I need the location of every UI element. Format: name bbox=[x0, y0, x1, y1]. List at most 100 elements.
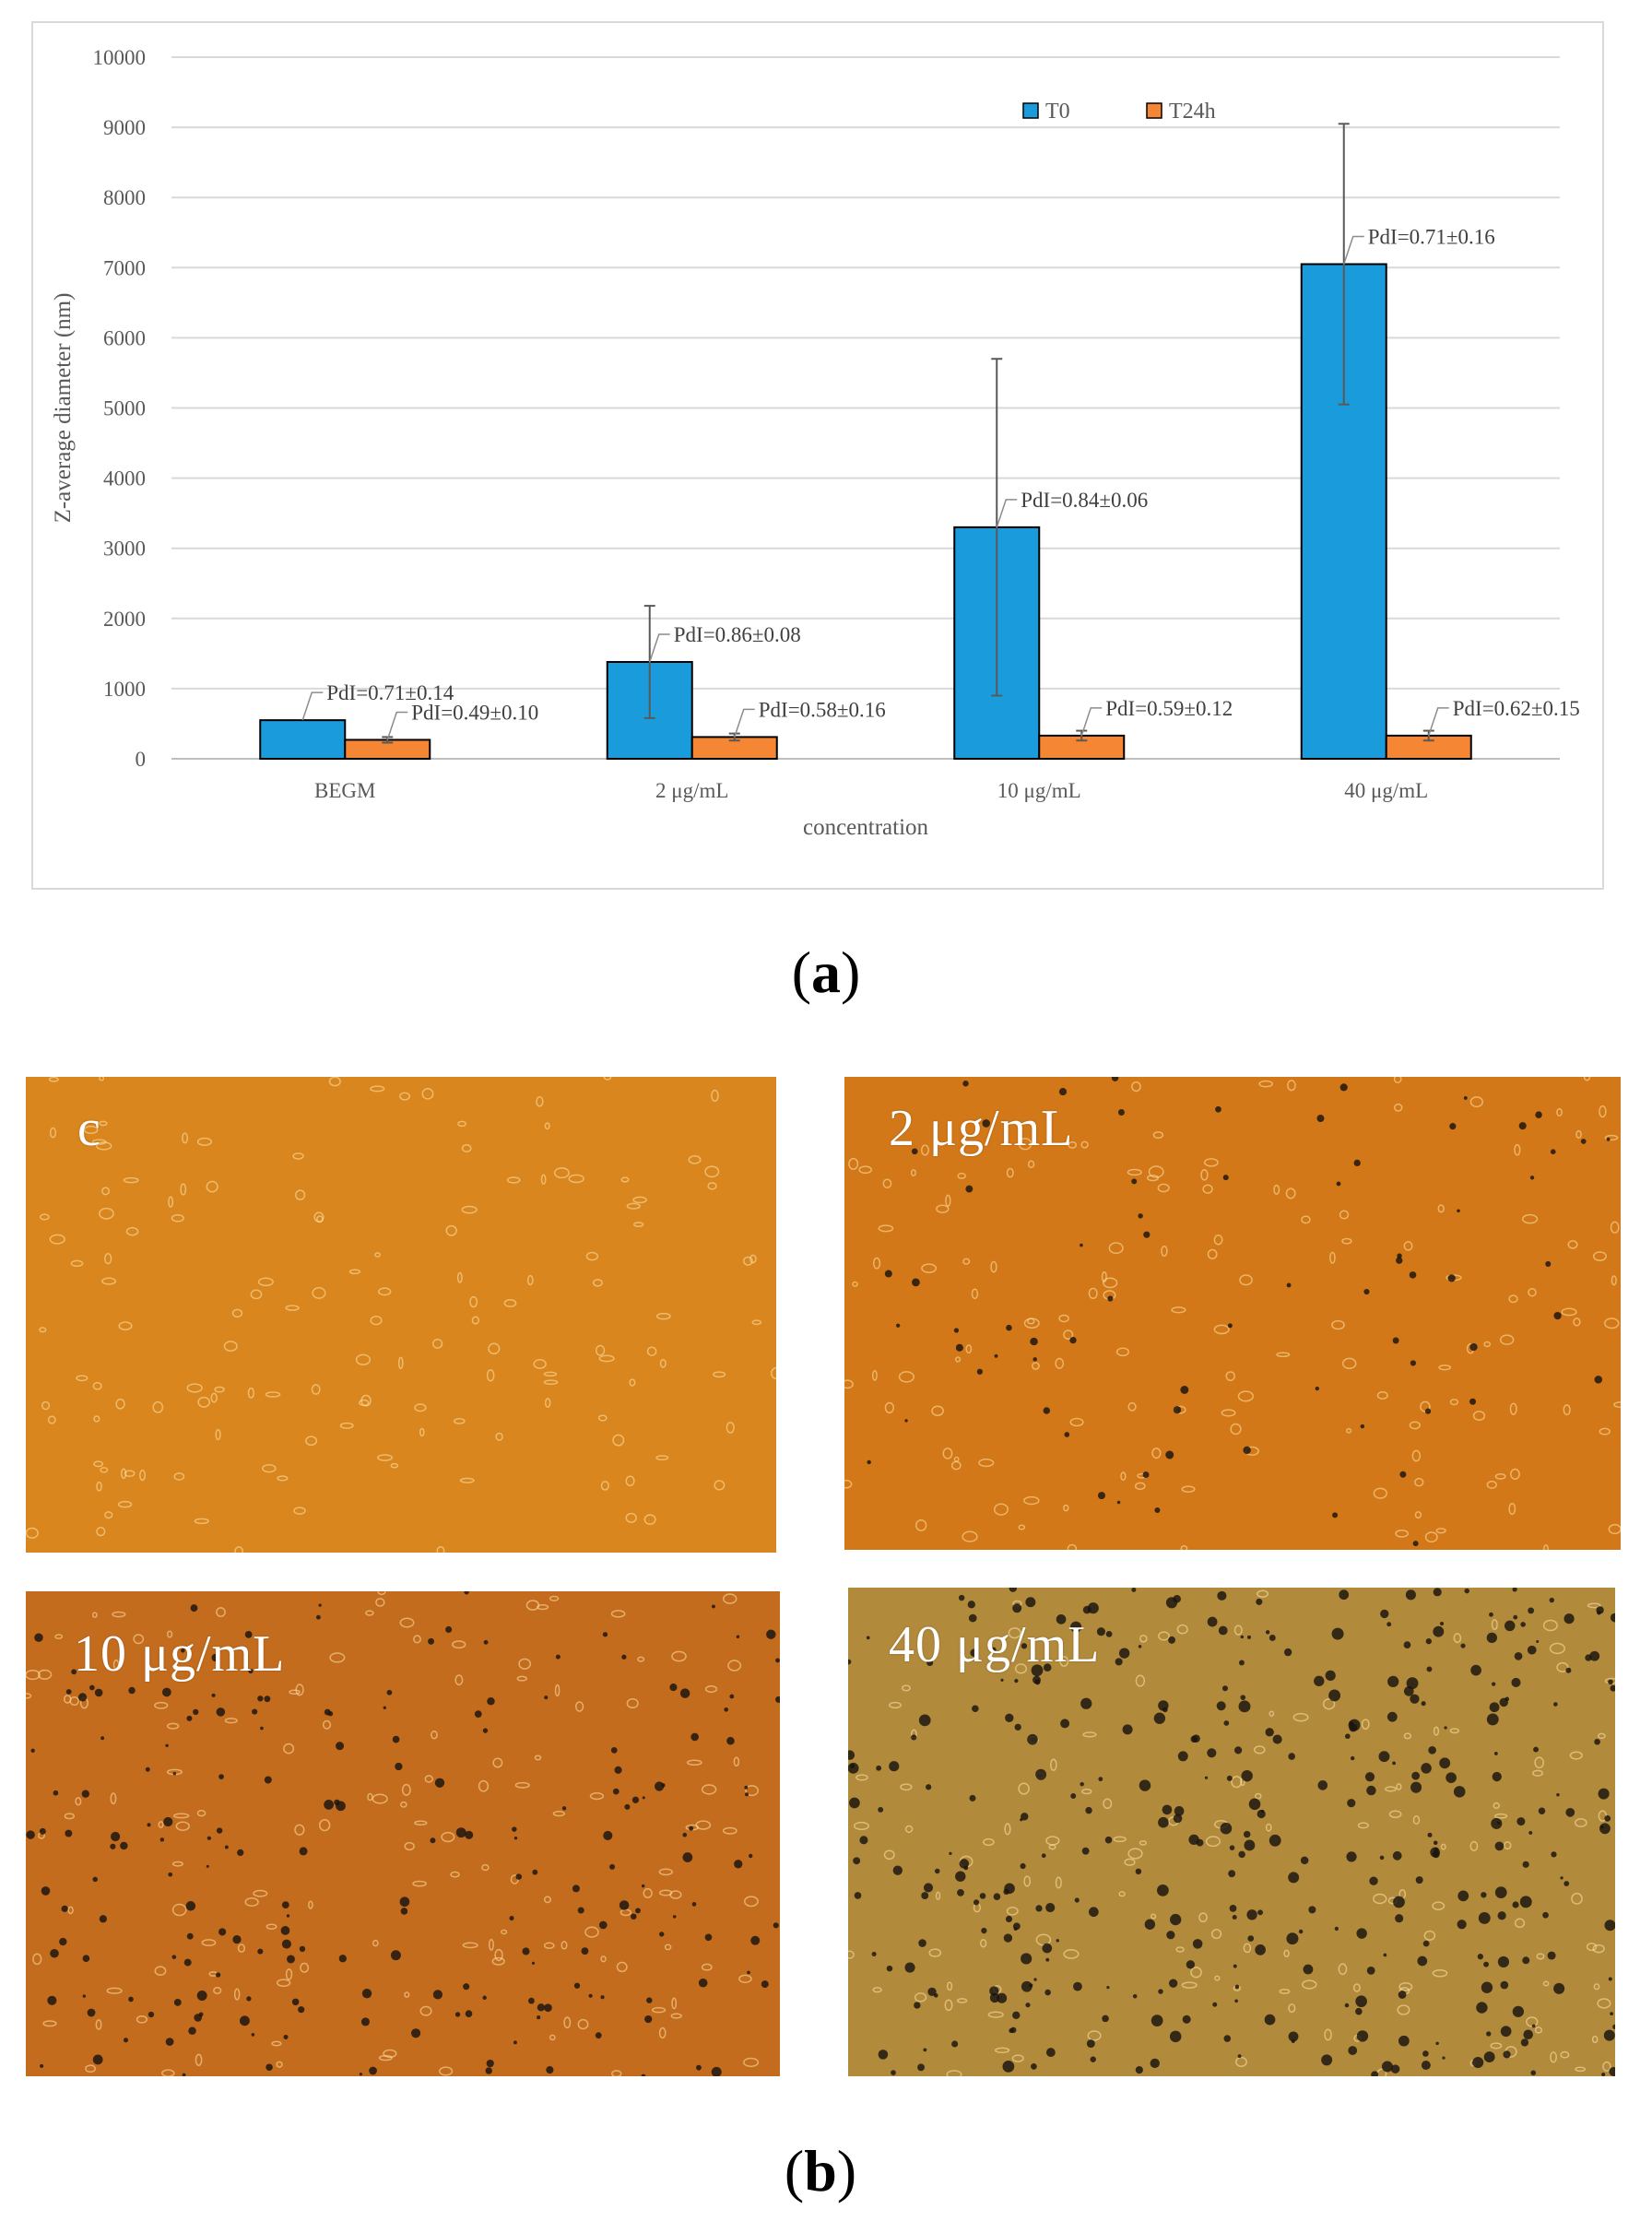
micrograph-speck bbox=[308, 1900, 313, 1909]
micrograph-speck bbox=[722, 1593, 738, 1604]
micrograph-speck bbox=[1356, 1928, 1367, 1939]
micrograph-speck bbox=[1107, 1295, 1114, 1302]
micrograph-speck bbox=[1504, 1841, 1512, 1850]
micrograph-speck bbox=[1213, 1234, 1223, 1246]
micrograph-speck bbox=[878, 2050, 889, 2060]
micrograph-speck bbox=[377, 1591, 386, 1596]
micrograph-speck bbox=[412, 1880, 427, 1887]
micrograph-speck bbox=[111, 1831, 121, 1842]
micrograph-speck bbox=[1154, 1506, 1161, 1514]
micrograph-speck bbox=[918, 1939, 926, 1947]
micrograph-speck bbox=[1243, 1943, 1252, 1954]
micrograph-speck bbox=[1608, 1977, 1612, 1981]
micrograph-speck bbox=[41, 1886, 51, 1896]
micrograph-speck bbox=[651, 2006, 667, 2014]
micrograph-speck bbox=[1553, 1702, 1558, 1707]
micrograph-speck bbox=[1332, 1512, 1339, 1518]
micrograph-speck bbox=[183, 1958, 192, 1967]
micrograph-speck bbox=[1556, 1793, 1560, 1797]
micrograph-speck bbox=[620, 1176, 630, 1183]
micrograph-speck bbox=[110, 1843, 116, 1849]
micrograph-speck bbox=[1531, 1769, 1544, 1777]
micrograph-speck bbox=[852, 1281, 858, 1287]
micrograph-speck bbox=[1088, 1907, 1099, 1918]
micrograph-speck bbox=[1602, 2061, 1611, 2072]
micrograph-speck bbox=[1202, 1184, 1213, 1194]
micrograph-speck bbox=[554, 1684, 560, 1697]
micrograph-speck bbox=[1011, 2054, 1024, 2062]
micrograph-speck bbox=[1564, 1613, 1575, 1625]
micrograph-speck bbox=[953, 1456, 960, 1462]
micrograph-2ug: 2 μg/mL bbox=[844, 1077, 1621, 1550]
micrograph-speck bbox=[1442, 2056, 1446, 2060]
micrograph-speck bbox=[867, 1459, 871, 1465]
micrograph-speck bbox=[1235, 2056, 1247, 2067]
micrograph-speck bbox=[1115, 1658, 1123, 1666]
micrograph-speck bbox=[165, 2038, 174, 2046]
micrograph-speck bbox=[1481, 1981, 1493, 1993]
micrograph-speck bbox=[201, 1939, 217, 1947]
micrograph-speck bbox=[1425, 1638, 1433, 1645]
micrograph-image bbox=[848, 1588, 1615, 2076]
micrograph-speck bbox=[233, 1988, 241, 2001]
micrograph-speck bbox=[982, 1119, 990, 1128]
micrograph-speck bbox=[965, 1185, 974, 1193]
micrograph-speck bbox=[1395, 1530, 1409, 1538]
micrograph-speck bbox=[1561, 1307, 1577, 1317]
micrograph-speck bbox=[544, 1398, 551, 1408]
micrograph-speck bbox=[1254, 1745, 1266, 1754]
micrograph-speck bbox=[168, 1872, 173, 1877]
micrograph-speck bbox=[1424, 1531, 1438, 1543]
micrograph-speck bbox=[896, 1323, 901, 1328]
micrograph-speck bbox=[1556, 1107, 1563, 1117]
micrograph-speck bbox=[1200, 1168, 1209, 1181]
micrograph-speck bbox=[82, 1994, 86, 1998]
micrograph-speck bbox=[1027, 1733, 1038, 1745]
micrograph-speck bbox=[1273, 1184, 1280, 1195]
micrograph-speck bbox=[698, 1978, 708, 1988]
micrograph-speck bbox=[1190, 1967, 1202, 1979]
micrograph-speck bbox=[1412, 1541, 1419, 1547]
micrograph-speck bbox=[87, 2008, 96, 2017]
micrograph-speck bbox=[1034, 1679, 1041, 1685]
micrograph-speck bbox=[186, 1715, 193, 1721]
micrograph-speck bbox=[348, 1269, 361, 1275]
micrograph-speck bbox=[955, 1343, 963, 1352]
micrograph-speck bbox=[1131, 1588, 1137, 1592]
micrograph-speck bbox=[1523, 2029, 1533, 2039]
micrograph-speck bbox=[1006, 1324, 1012, 1331]
micrograph-speck bbox=[1120, 1471, 1127, 1482]
micrograph-speck bbox=[311, 1384, 321, 1395]
micrograph-speck bbox=[1045, 1957, 1050, 1962]
micrograph-speck bbox=[486, 2059, 494, 2068]
micrograph-speck bbox=[936, 1204, 950, 1213]
micrograph-speck bbox=[37, 1669, 53, 1680]
micrograph-speck bbox=[324, 1800, 334, 1810]
micrograph-speck bbox=[1080, 1782, 1084, 1787]
micrograph-speck bbox=[1166, 1931, 1175, 1940]
micrograph-speck bbox=[1009, 2026, 1017, 2034]
micrograph-speck bbox=[1421, 2061, 1431, 2070]
micrograph-speck bbox=[600, 1955, 607, 1963]
micrograph-speck bbox=[1045, 2048, 1056, 2058]
micrograph-speck bbox=[997, 1992, 1008, 2003]
micrograph-speck bbox=[171, 1903, 187, 1917]
micrograph-speck bbox=[577, 2018, 589, 2030]
micrograph-speck bbox=[1138, 1213, 1143, 1219]
y-tick-label: 10000 bbox=[93, 46, 147, 69]
micrograph-speck bbox=[1192, 1939, 1203, 1949]
micrograph-speck bbox=[1477, 1954, 1484, 1960]
micrograph-speck bbox=[598, 1920, 608, 1930]
micrograph-speck bbox=[1597, 1732, 1606, 1740]
micrograph-speck bbox=[1012, 2011, 1021, 2020]
micrograph-speck bbox=[1385, 1786, 1397, 1792]
micrograph-speck bbox=[891, 2070, 896, 2075]
micrograph-speck bbox=[161, 1687, 171, 1697]
micrograph-speck bbox=[1135, 2066, 1143, 2074]
micrograph-image bbox=[844, 1077, 1621, 1550]
micrograph-speck bbox=[360, 2017, 371, 2026]
micrograph-speck bbox=[1486, 1632, 1498, 1644]
micrograph-speck bbox=[1265, 1630, 1270, 1635]
micrograph-speck bbox=[1403, 1685, 1414, 1696]
micrograph-speck bbox=[729, 1694, 735, 1699]
